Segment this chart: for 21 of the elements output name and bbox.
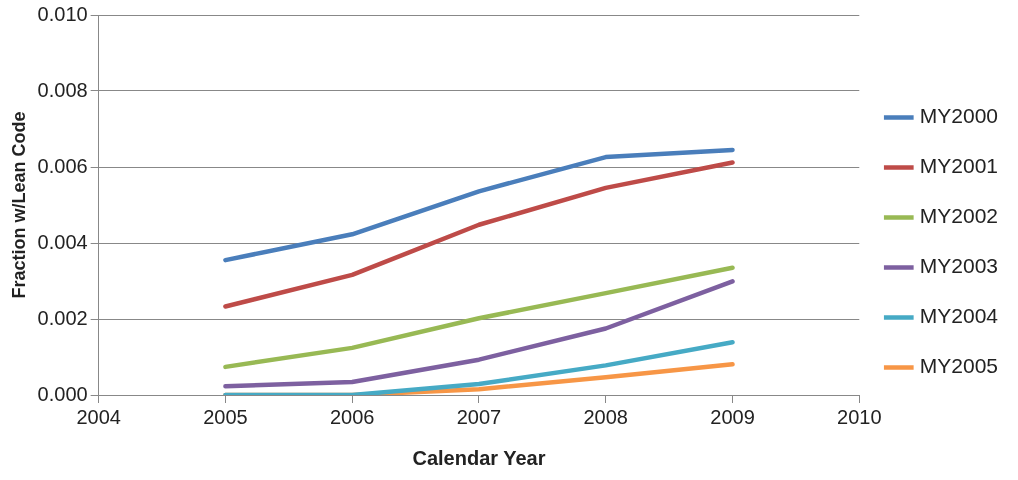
x-axis-title: Calendar Year — [412, 446, 546, 469]
x-tick-label: 2009 — [710, 405, 755, 428]
x-tick-label: 2010 — [837, 405, 882, 428]
y-tick-label: 0.006 — [37, 154, 88, 177]
legend-label: MY2002 — [919, 204, 998, 228]
y-tick-label: 0.002 — [37, 306, 88, 329]
y-tick-label: 0.004 — [37, 230, 88, 253]
y-tick-label: 0.008 — [37, 78, 88, 101]
legend-label: MY2001 — [919, 154, 998, 178]
y-tick-label: 0.010 — [37, 2, 88, 25]
x-tick-label: 2004 — [76, 405, 121, 428]
legend-label: MY2003 — [919, 254, 998, 278]
legend-label: MY2004 — [919, 304, 999, 328]
y-axis-title: Fraction w/Lean Code — [8, 111, 29, 299]
legend-label: MY2000 — [919, 104, 998, 128]
y-tick-label: 0.000 — [37, 382, 88, 405]
x-tick-label: 2007 — [456, 405, 502, 428]
legend-label: MY2005 — [919, 354, 998, 378]
x-tick-label: 2008 — [583, 405, 628, 428]
x-tick-label: 2006 — [329, 405, 375, 428]
x-tick-label: 2005 — [203, 405, 248, 428]
